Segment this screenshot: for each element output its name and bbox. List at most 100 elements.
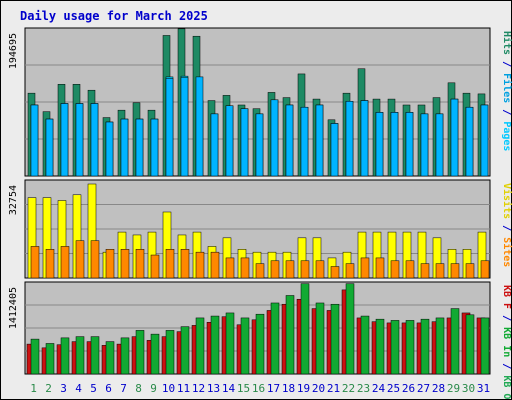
bar-pages-day-19 <box>300 106 309 177</box>
day-label-6: 6 <box>105 382 112 395</box>
bar-kb-in-day-30 <box>465 314 475 375</box>
day-label-24: 24 <box>372 382 386 395</box>
day-label-22: 22 <box>342 382 355 395</box>
bar-sites-day-27 <box>420 263 430 279</box>
bar-kb-in-day-26 <box>405 320 415 375</box>
panel-2: 32754 Visits / Sites <box>8 179 512 279</box>
day-label-31: 31 <box>477 382 490 395</box>
bar-pages-day-8 <box>135 118 144 177</box>
chart-title: Daily usage for March 2025 <box>20 9 208 23</box>
bar-sites-day-28 <box>435 263 445 279</box>
bar-kb-in-day-5 <box>90 336 100 375</box>
bar-sites-day-12 <box>195 251 205 279</box>
bar-sites-day-17 <box>270 260 280 279</box>
legend-item: / <box>501 55 512 73</box>
bar-sites-day-30 <box>465 263 475 279</box>
day-label-10: 10 <box>162 382 175 395</box>
bar-pages-day-30 <box>465 106 474 177</box>
bar-sites-day-26 <box>405 260 415 279</box>
legend-item: Files <box>501 73 512 103</box>
day-label-9: 9 <box>150 382 157 395</box>
bar-pages-day-20 <box>315 104 324 177</box>
bar-sites-day-4 <box>75 240 85 279</box>
day-label-26: 26 <box>402 382 415 395</box>
bar-sites-day-16 <box>255 263 265 279</box>
bar-sites-day-29 <box>450 263 460 279</box>
bar-kb-in-day-31 <box>480 317 490 375</box>
day-label-18: 18 <box>282 382 295 395</box>
bar-kb-in-day-19 <box>300 283 310 375</box>
bar-pages-day-1 <box>30 104 39 177</box>
y-max-label: 194695 <box>8 33 19 69</box>
bar-sites-day-6 <box>105 249 115 279</box>
legend: KB F / KB In / KB Out <box>501 285 512 400</box>
bar-kb-in-day-3 <box>60 337 70 375</box>
bar-pages-day-5 <box>90 103 99 177</box>
bar-kb-in-day-11 <box>180 326 190 375</box>
panel-1: 194695 Hits / Files / Pages <box>8 27 512 177</box>
bar-kb-in-day-1 <box>30 338 40 375</box>
bar-sites-day-3 <box>60 246 70 279</box>
bar-sites-day-31 <box>480 260 490 279</box>
bar-sites-day-15 <box>240 257 250 279</box>
legend: Hits / Files / Pages <box>501 31 512 151</box>
day-label-14: 14 <box>222 382 236 395</box>
bar-sites-day-23 <box>360 257 370 279</box>
bar-pages-day-23 <box>360 100 369 177</box>
bar-sites-day-5 <box>90 240 100 279</box>
legend-item: Pages <box>501 121 512 151</box>
bar-sites-day-24 <box>375 257 385 279</box>
day-label-21: 21 <box>327 382 340 395</box>
day-label-19: 19 <box>297 382 310 395</box>
bar-sites-day-11 <box>180 249 190 279</box>
bar-kb-in-day-22 <box>345 283 355 375</box>
bar-sites-day-13 <box>210 251 220 279</box>
bar-pages-day-9 <box>150 118 159 177</box>
bar-pages-day-25 <box>390 112 399 177</box>
bar-sites-day-8 <box>135 249 145 279</box>
bar-pages-day-6 <box>105 121 114 177</box>
bar-kb-in-day-15 <box>240 317 250 375</box>
bar-pages-day-2 <box>45 118 54 177</box>
bar-sites-day-7 <box>120 249 130 279</box>
day-label-2: 2 <box>45 382 52 395</box>
bar-pages-day-27 <box>420 113 429 177</box>
bar-pages-day-28 <box>435 113 444 177</box>
legend-item: / <box>501 309 512 327</box>
day-label-11: 11 <box>177 382 190 395</box>
bar-kb-in-day-23 <box>360 315 370 375</box>
bar-kb-in-day-13 <box>210 315 220 375</box>
day-labels: 1 2 3 4 5 6 7 8 9 10 11 12 13 14 15 16 17 18 19 20 21 22 23 24 2… <box>30 382 490 395</box>
bar-sites-day-1 <box>30 246 40 279</box>
bar-kb-in-day-18 <box>285 295 295 375</box>
bar-sites-day-21 <box>330 266 340 279</box>
legend-item: Hits <box>501 31 512 55</box>
bar-kb-in-day-27 <box>420 318 430 375</box>
panel-3: 1412405 KB F / KB In / KB Out <box>8 281 512 400</box>
day-label-25: 25 <box>387 382 400 395</box>
bar-sites-day-14 <box>225 257 235 279</box>
day-label-3: 3 <box>60 382 67 395</box>
bar-pages-day-12 <box>195 76 204 177</box>
bar-pages-day-15 <box>240 108 249 177</box>
day-label-28: 28 <box>432 382 445 395</box>
bar-pages-day-14 <box>225 105 234 177</box>
bar-kb-in-day-14 <box>225 312 235 375</box>
bar-kb-in-day-25 <box>390 320 400 375</box>
day-label-17: 17 <box>267 382 280 395</box>
bar-kb-in-day-16 <box>255 313 265 375</box>
bar-kb-in-day-20 <box>315 302 325 375</box>
bar-sites-day-2 <box>45 249 55 279</box>
bar-pages-day-16 <box>255 113 264 177</box>
bar-kb-in-day-17 <box>270 302 280 375</box>
legend: Visits / Sites <box>501 183 512 267</box>
y-max-label: 1412405 <box>8 287 19 329</box>
bar-kb-in-day-9 <box>150 333 160 375</box>
bar-pages-day-26 <box>405 112 414 177</box>
bar-kb-in-day-28 <box>435 317 445 375</box>
legend-item: KB Out <box>501 375 512 400</box>
day-label-1: 1 <box>30 382 37 395</box>
bar-kb-in-day-12 <box>195 317 205 375</box>
day-label-16: 16 <box>252 382 265 395</box>
day-label-27: 27 <box>417 382 430 395</box>
